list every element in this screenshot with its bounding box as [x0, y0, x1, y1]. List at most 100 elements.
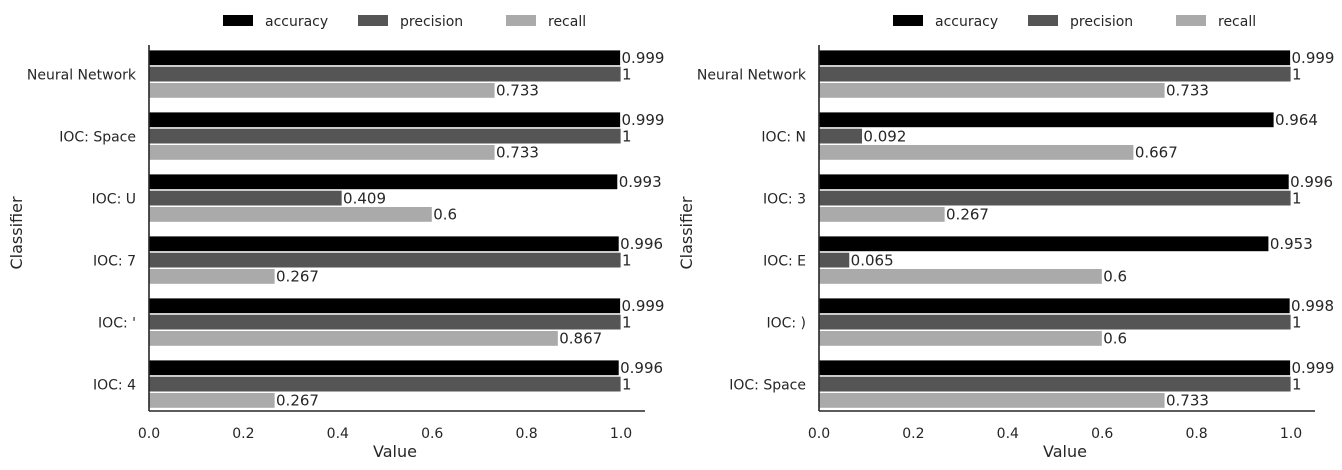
- chart-panel-2: accuracy precision recall0.99910.733Neural…: [677, 14, 1334, 461]
- data-label-accuracy: 0.998: [1291, 297, 1334, 315]
- data-label-recall: 0.867: [559, 330, 602, 348]
- bar-accuracy: [148, 49, 621, 67]
- category-label: IOC: Space: [729, 377, 806, 393]
- bar-accuracy: [818, 297, 1291, 315]
- data-label-precision: 0.092: [863, 127, 906, 145]
- bar-precision: [148, 313, 622, 331]
- bar-accuracy: [148, 235, 620, 253]
- bar-precision: [148, 189, 343, 207]
- data-label-precision: 1: [1292, 313, 1302, 331]
- bar-recall: [148, 144, 496, 161]
- bar-recall: [148, 206, 433, 223]
- legend-swatch-recall: [1176, 15, 1206, 26]
- x-tick-label: 0.0: [808, 426, 830, 442]
- data-label-accuracy: 0.999: [622, 49, 665, 67]
- data-label-accuracy: 0.996: [620, 359, 663, 377]
- legend-label-accuracy: accuracy: [935, 14, 998, 30]
- x-tick-label: 0.8: [515, 426, 537, 442]
- data-label-accuracy: 0.999: [622, 297, 665, 315]
- data-label-recall: 0.267: [946, 206, 989, 224]
- data-label-accuracy: 0.996: [1290, 173, 1333, 191]
- data-label-precision: 1: [1292, 375, 1302, 393]
- legend-swatch-accuracy: [893, 15, 923, 26]
- legend-swatch-accuracy: [223, 15, 253, 26]
- bar-precision: [818, 375, 1292, 393]
- bar-accuracy: [818, 235, 1270, 253]
- bar-recall: [148, 268, 276, 285]
- bar-recall: [818, 392, 1166, 409]
- x-axis-title: Value: [1043, 442, 1087, 461]
- x-tick-label: 0.8: [1185, 426, 1207, 442]
- x-tick-label: 0.0: [138, 426, 160, 442]
- data-label-precision: 1: [1292, 65, 1302, 83]
- data-label-precision: 0.409: [343, 189, 386, 207]
- bar-accuracy: [148, 111, 621, 129]
- data-label-accuracy: 0.953: [1270, 235, 1313, 253]
- data-label-recall: 0.6: [1103, 330, 1127, 348]
- category-label: IOC: E: [763, 253, 806, 269]
- category-label: IOC: N: [761, 129, 806, 145]
- legend: accuracy precision recall: [893, 14, 1256, 30]
- category-label: IOC: 3: [763, 191, 806, 207]
- data-label-precision: 1: [622, 375, 632, 393]
- category-label: IOC: U: [92, 191, 136, 207]
- bar-accuracy: [148, 297, 621, 315]
- x-tick-label: 0.2: [902, 426, 924, 442]
- bar-accuracy: [148, 173, 619, 191]
- y-axis-title: Classifier: [7, 196, 26, 269]
- x-axis-title: Value: [373, 442, 417, 461]
- data-label-recall: 0.6: [1103, 268, 1127, 286]
- bar-precision: [818, 65, 1292, 83]
- bar-accuracy: [148, 359, 620, 377]
- bar-precision: [818, 313, 1292, 331]
- data-label-precision: 0.065: [851, 251, 894, 269]
- data-label-precision: 1: [622, 65, 632, 83]
- data-label-precision: 1: [622, 313, 632, 331]
- data-label-accuracy: 0.999: [1292, 49, 1335, 67]
- bar-precision: [148, 65, 622, 83]
- data-label-accuracy: 0.964: [1275, 111, 1318, 129]
- category-label: IOC: 7: [93, 253, 136, 269]
- data-label-recall: 0.733: [496, 82, 539, 100]
- bar-precision: [148, 375, 622, 393]
- bar-recall: [818, 144, 1135, 161]
- bar-recall: [818, 330, 1103, 347]
- bar-precision: [148, 251, 622, 269]
- chart-panel-1: accuracy precision recall0.99910.733Neural…: [7, 14, 664, 461]
- bar-precision: [818, 127, 863, 145]
- legend-label-recall: recall: [548, 14, 586, 30]
- data-label-accuracy: 0.999: [1292, 359, 1335, 377]
- bar-precision: [148, 127, 622, 145]
- bar-recall: [148, 82, 496, 99]
- bar-recall: [818, 268, 1103, 285]
- bar-recall: [818, 206, 946, 223]
- bar-recall: [818, 82, 1166, 99]
- bar-recall: [148, 330, 559, 347]
- category-label: Neural Network: [27, 67, 137, 83]
- x-tick-label: 0.4: [327, 426, 349, 442]
- legend-label-precision: precision: [1070, 14, 1133, 30]
- x-tick-label: 0.4: [997, 426, 1019, 442]
- category-label: IOC: ': [98, 315, 136, 331]
- data-label-precision: 1: [622, 127, 632, 145]
- data-label-accuracy: 0.999: [622, 111, 665, 129]
- bar-accuracy: [818, 359, 1291, 377]
- data-label-recall: 0.733: [496, 144, 539, 162]
- data-label-recall: 0.267: [276, 392, 319, 410]
- category-label: IOC: Space: [59, 129, 136, 145]
- bar-recall: [148, 392, 276, 409]
- legend-label-recall: recall: [1218, 14, 1256, 30]
- category-label: IOC: 4: [93, 377, 136, 393]
- legend-label-accuracy: accuracy: [265, 14, 328, 30]
- bar-accuracy: [818, 111, 1275, 129]
- y-axis-title: Classifier: [677, 196, 696, 269]
- data-label-recall: 0.733: [1166, 392, 1209, 410]
- legend: accuracy precision recall: [223, 14, 586, 30]
- legend-label-precision: precision: [400, 14, 463, 30]
- legend-swatch-precision: [1028, 15, 1058, 26]
- data-label-recall: 0.267: [276, 268, 319, 286]
- bar-precision: [818, 189, 1292, 207]
- data-label-accuracy: 0.996: [620, 235, 663, 253]
- x-tick-label: 0.6: [1091, 426, 1113, 442]
